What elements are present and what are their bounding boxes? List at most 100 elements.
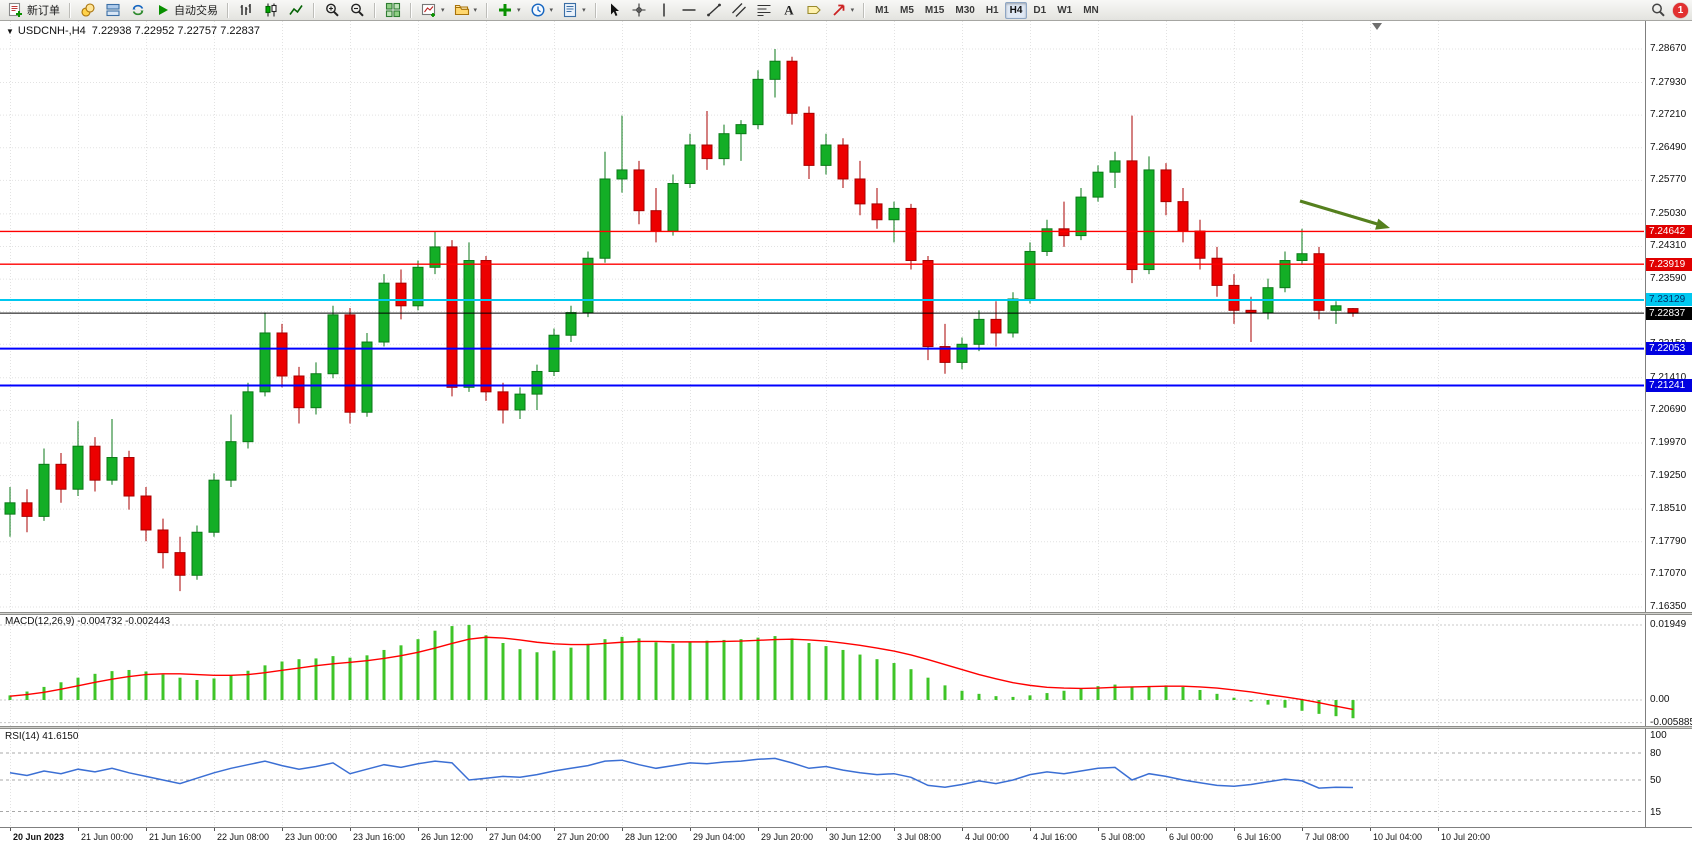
- line-chart-button[interactable]: [284, 0, 308, 20]
- new-chart-button[interactable]: ▾: [417, 0, 449, 20]
- terminal-button[interactable]: [126, 0, 150, 20]
- time-axis-tick: [1166, 828, 1167, 831]
- toolbar-separator: [313, 2, 315, 18]
- notification-badge[interactable]: 1: [1673, 2, 1688, 18]
- time-axis-tick: [418, 828, 419, 831]
- candle-body: [905, 207, 917, 262]
- timeframe-button-d1[interactable]: D1: [1033, 4, 1047, 16]
- bar-chart-button[interactable]: [234, 0, 258, 20]
- profiles-button[interactable]: ▾: [450, 0, 482, 20]
- crosshair-button[interactable]: [627, 0, 651, 20]
- candle-body: [973, 318, 985, 345]
- time-axis[interactable]: 20 Jun 2023 21 Jun 00:00 21 Jun 16:00 22 Ju…: [0, 827, 1692, 845]
- price-axis-label: 7.23590: [1650, 273, 1687, 285]
- chart-collapse-icon[interactable]: ▼: [6, 27, 14, 36]
- vertical-gridlines: [10, 729, 1439, 827]
- time-axis-tick: [78, 828, 79, 831]
- zoom-in-button[interactable]: [320, 0, 344, 20]
- new-order-button[interactable]: 新订单: [4, 0, 64, 20]
- search-icon[interactable]: [1650, 2, 1666, 18]
- candle-body: [1279, 260, 1291, 289]
- toolbar-right: 1: [1650, 2, 1688, 18]
- dropdown-caret-icon[interactable]: ▾: [473, 7, 478, 14]
- candle-body: [446, 246, 458, 388]
- price-axis-label: 7.19970: [1650, 437, 1687, 449]
- zoom-out-button[interactable]: [345, 0, 369, 20]
- candle-body: [820, 144, 832, 166]
- time-axis-label: 10 Jul 04:00: [1373, 832, 1423, 842]
- candle-body: [293, 375, 305, 409]
- candle-body: [72, 445, 84, 490]
- candle-body: [1126, 160, 1138, 271]
- time-axis-label: 6 Jul 00:00: [1169, 832, 1214, 842]
- toolbar-separator: [374, 2, 376, 18]
- arrows-button[interactable]: ▾: [827, 0, 859, 20]
- macd-plot[interactable]: [0, 614, 1644, 726]
- dropdown-caret-icon[interactable]: ▾: [517, 7, 521, 14]
- time-axis-tick: [690, 828, 691, 831]
- time-axis-label: 10 Jul 20:00: [1441, 832, 1491, 842]
- price-axis[interactable]: 7.28670 7.27930 7.27210 7.26490 7.25770 7.250…: [1645, 21, 1692, 827]
- candle-body: [157, 529, 169, 554]
- cursor-button[interactable]: [602, 0, 626, 20]
- tile-windows-button[interactable]: [381, 0, 405, 20]
- pane-divider[interactable]: [0, 612, 1692, 615]
- candle-body: [1347, 308, 1359, 314]
- pane-divider[interactable]: [0, 726, 1692, 729]
- templates-button[interactable]: ▾: [558, 0, 590, 20]
- zoom-out-icon: [349, 2, 365, 18]
- candle-body: [208, 479, 220, 533]
- timeframe-button-m5[interactable]: M5: [900, 4, 914, 16]
- dropdown-caret-icon[interactable]: ▾: [549, 7, 554, 14]
- toolbar-separator: [227, 2, 229, 18]
- timeframe-button-m15[interactable]: M15: [924, 4, 945, 16]
- candle-body: [21, 502, 33, 517]
- dropdown-caret-icon[interactable]: ▾: [850, 7, 855, 14]
- dropdown-caret-icon[interactable]: ▾: [582, 7, 586, 14]
- auto-trading-button[interactable]: 自动交易: [151, 0, 222, 20]
- data-window-button[interactable]: [101, 0, 125, 20]
- trendline-button[interactable]: [702, 0, 726, 20]
- candle-body: [191, 531, 203, 576]
- dropdown-caret-icon[interactable]: ▾: [441, 7, 445, 14]
- market-watch-button[interactable]: [76, 0, 100, 20]
- timeframe-button-m30[interactable]: M30: [955, 4, 975, 16]
- price-axis-label: 7.27930: [1650, 76, 1687, 88]
- chart-shift-marker-icon[interactable]: [1372, 23, 1382, 30]
- indicators-button[interactable]: ▾: [493, 0, 525, 20]
- candle-body: [378, 282, 390, 343]
- text-button[interactable]: A: [777, 0, 801, 20]
- candle-body: [480, 260, 492, 393]
- label-button[interactable]: [802, 0, 826, 20]
- fibonacci-button[interactable]: [752, 0, 776, 20]
- candlestick-plot[interactable]: [0, 21, 1644, 612]
- time-axis-label: 30 Jun 12:00: [829, 832, 882, 842]
- candle-body: [242, 391, 254, 443]
- timeframe-button-h4[interactable]: H4: [1004, 1, 1028, 19]
- candle-body: [990, 318, 1002, 334]
- time-axis-label: 7 Jul 08:00: [1305, 832, 1350, 842]
- candle-body: [1245, 309, 1257, 314]
- periods-button[interactable]: ▾: [526, 0, 558, 20]
- vertical-line-button[interactable]: [652, 0, 676, 20]
- price-axis-label: 7.25030: [1650, 207, 1687, 219]
- horizontal-line-button[interactable]: [677, 0, 701, 20]
- line-chart-icon: [288, 2, 304, 18]
- timeframe-button-w1[interactable]: W1: [1057, 4, 1073, 16]
- candle-body: [650, 210, 662, 232]
- time-axis-tick: [282, 828, 283, 831]
- macd-axis-label: -0.005885: [1650, 716, 1692, 728]
- timeframe-button-m1[interactable]: M1: [875, 4, 889, 16]
- coins-icon: [80, 2, 96, 18]
- timeframe-button-h1[interactable]: H1: [985, 4, 999, 16]
- trend-arrow-annotation[interactable]: [1299, 199, 1390, 230]
- time-axis-tick: [214, 828, 215, 831]
- candle-chart-icon: [263, 2, 279, 18]
- timeframe-button-mn[interactable]: MN: [1083, 4, 1099, 16]
- candle-body: [361, 341, 373, 413]
- price-axis-label: 7.20690: [1650, 404, 1687, 416]
- time-axis-label: 26 Jun 12:00: [421, 832, 474, 842]
- channel-button[interactable]: [727, 0, 751, 20]
- rsi-plot[interactable]: [0, 729, 1644, 827]
- candle-chart-button[interactable]: [259, 0, 283, 20]
